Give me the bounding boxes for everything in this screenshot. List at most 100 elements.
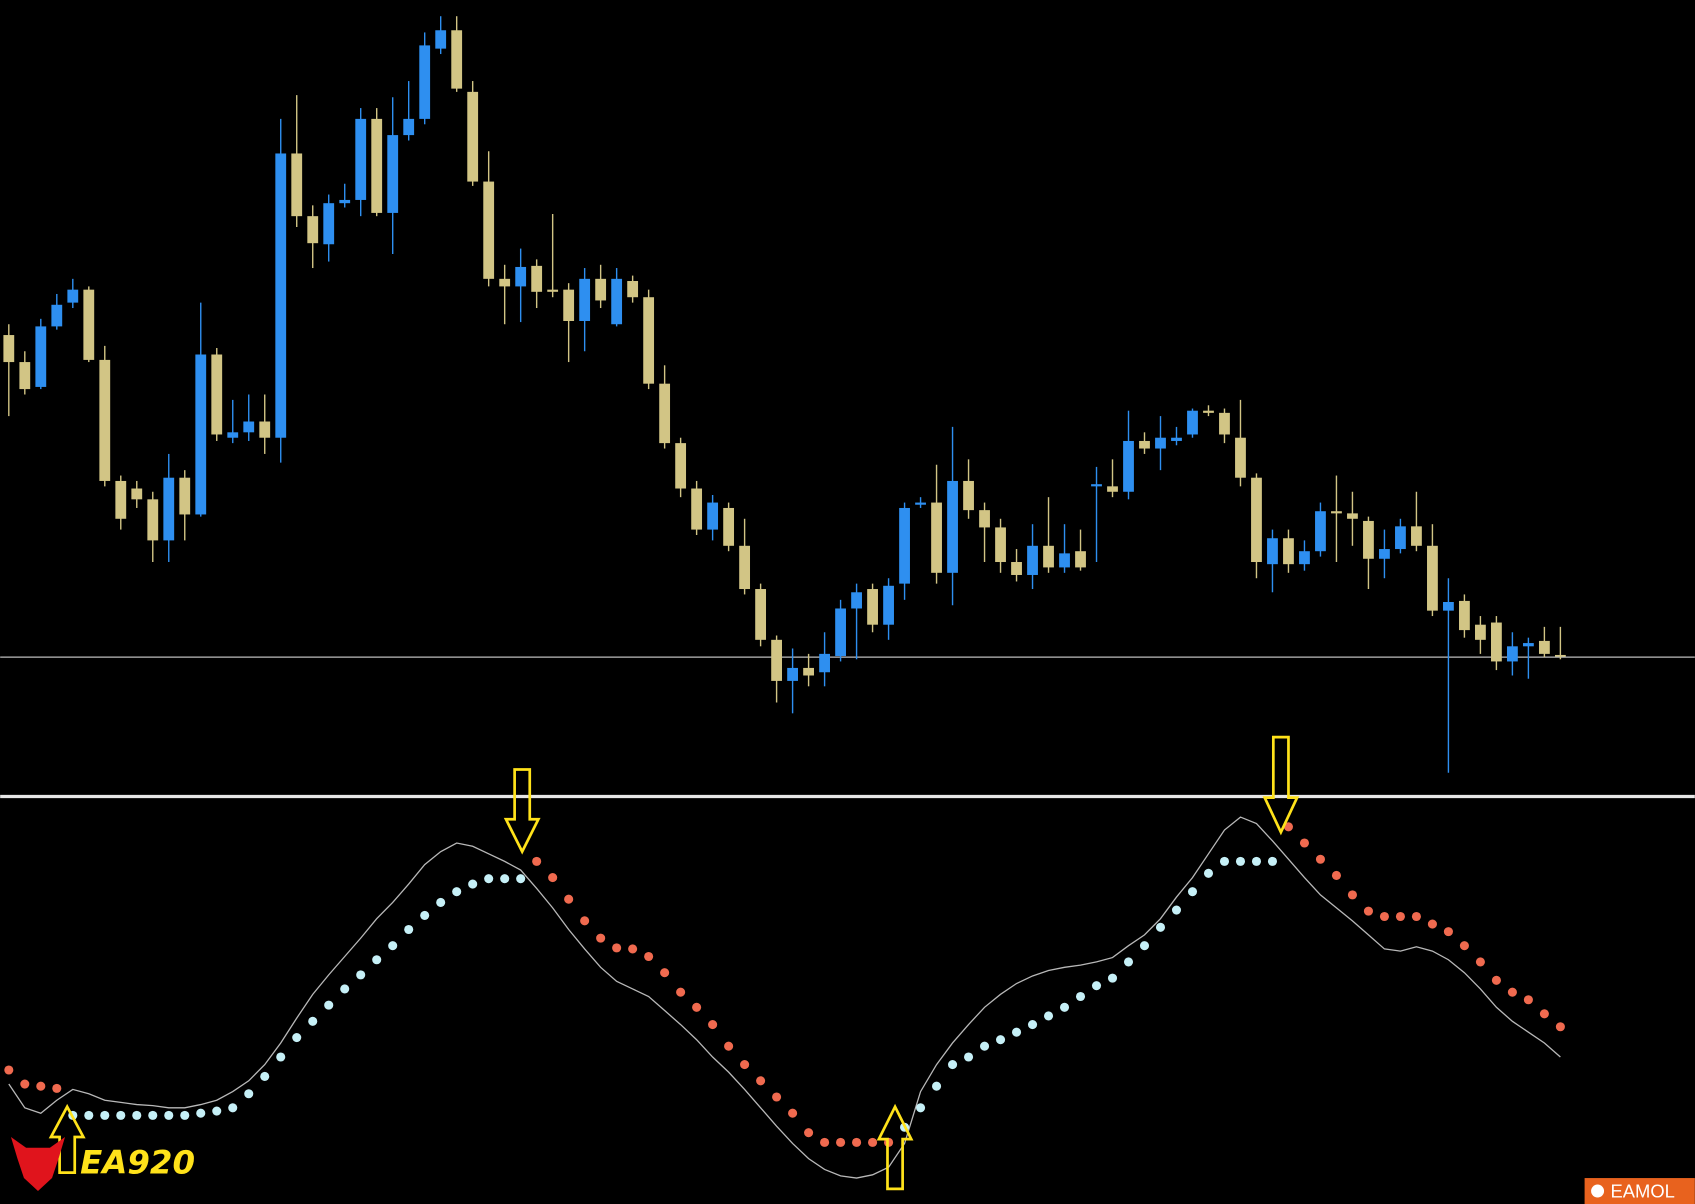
signal-dot [324,1000,334,1010]
candle-body [1459,600,1470,631]
candle-body [1155,437,1166,449]
candle-body [803,667,814,676]
signal-dot [356,970,366,980]
signal-dot [484,874,494,884]
signal-dot [1203,868,1214,878]
signal-dot [500,874,510,884]
candle-body [547,289,559,292]
signal-dot [1331,870,1341,880]
candle-body [243,421,255,433]
candle-body [1363,520,1374,559]
candle-body [1027,545,1038,575]
candle-body [643,297,655,384]
candle-body [1475,624,1486,640]
candle-body [899,507,910,584]
signal-dot [1427,919,1437,929]
signal-dot [1379,911,1389,922]
candle-body [131,488,143,500]
signal-dot [724,1041,734,1051]
signal-dot [916,1103,926,1113]
candle-body [1267,538,1278,565]
candle-body [1219,412,1230,435]
signal-dot [836,1137,846,1147]
candle-body [595,278,607,301]
candle-body [339,199,351,204]
signal-dot [1539,1009,1549,1019]
signal-dot [1299,838,1309,848]
candle-body [1299,551,1310,565]
signal-dot [4,1065,14,1075]
signal-dot [1475,957,1485,967]
signal-dot [1363,906,1373,916]
candle-body [1171,437,1182,441]
signal-dot [372,955,382,965]
signal-dot [1075,991,1086,1002]
candle-body [387,135,399,213]
signal-dot [244,1089,254,1099]
candle-body [579,278,591,321]
candle-body [467,91,479,182]
candle-body [819,653,830,673]
candle-body [1506,646,1518,662]
candle-body [1347,513,1358,519]
candle-body [659,383,671,444]
signal-dot [196,1108,206,1118]
signal-dot [660,968,670,978]
signal-dot [164,1110,174,1120]
candle-body [1443,602,1454,611]
candle-body [1283,538,1294,565]
signal-dot [1107,973,1118,983]
candle-body [259,421,271,438]
candle-body [83,289,95,360]
signal-dot [692,1002,702,1012]
candle-body [115,480,127,519]
candle-body [723,507,735,546]
signal-dot [1011,1027,1022,1037]
candle-body [1043,545,1054,568]
candle-body [323,203,335,245]
signal-dot [1123,957,1134,967]
signal-dot [228,1103,238,1113]
signal-dot [468,879,478,889]
signal-dot [1251,856,1262,866]
candle-body [707,502,719,530]
candle-body [419,45,431,119]
signal-dot [516,874,526,884]
signal-dot [788,1108,798,1118]
signal-dot [612,943,622,953]
candle-body [883,585,894,625]
candle-body [1538,640,1550,654]
price-panel [0,16,1695,773]
candle-body [307,216,319,244]
candle-body [1059,553,1070,568]
signal-dot [1507,987,1517,997]
candle-body [1427,545,1438,611]
signal-dot [100,1110,110,1120]
candle-body [3,335,15,363]
signal-dot [388,941,398,951]
signal-dot [932,1081,942,1091]
signal-dot [996,1035,1006,1045]
candle-body [403,118,415,136]
buy-arrow [876,1103,914,1191]
candle-body [163,477,175,541]
candle-body [979,510,990,528]
signal-dot [1219,856,1230,866]
signal-dot [1283,822,1294,832]
candle-body [835,608,846,657]
signal-dot [820,1137,830,1147]
sell-arrow [1262,735,1300,836]
signal-dot [548,873,558,883]
signal-dot [532,856,542,866]
signal-dot [708,1020,718,1030]
signal-dot [1523,995,1533,1005]
candle-body [371,118,383,213]
candle-body [67,289,79,303]
candle-body [531,265,543,292]
candle-body [867,589,878,625]
candle-body [1203,410,1214,413]
signal-dot [1411,911,1421,922]
candle-body [611,278,623,325]
